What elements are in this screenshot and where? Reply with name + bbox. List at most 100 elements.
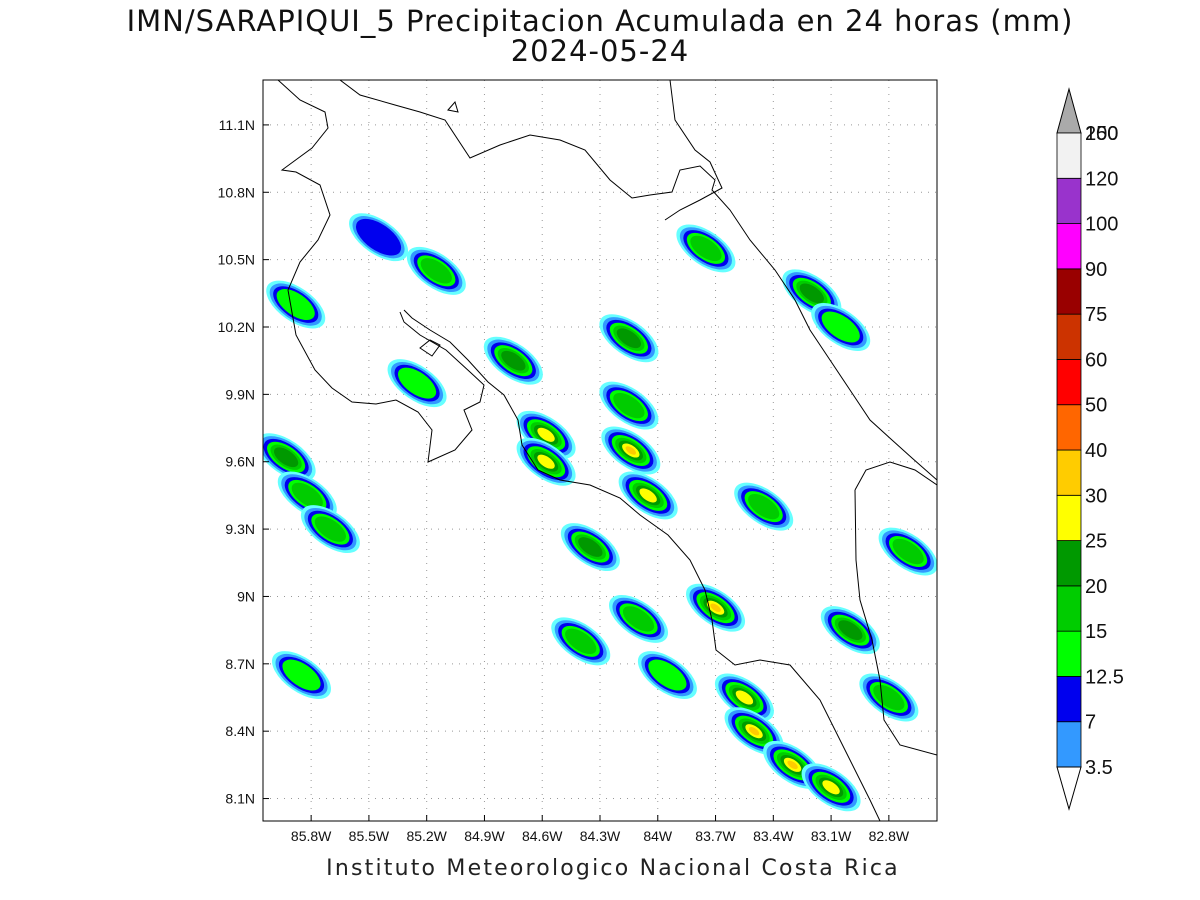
rain-cell [406, 246, 466, 295]
rain-cell [483, 336, 543, 385]
lat-tick-label: 9.9N [225, 386, 255, 402]
contour-ring [748, 493, 780, 520]
contour-ring [710, 603, 721, 612]
contour-ring [690, 235, 722, 262]
coastline-caribbean [339, 80, 937, 481]
rain-cell [676, 224, 736, 273]
contour-ring [565, 628, 597, 655]
legend-swatch [1056, 676, 1082, 723]
lat-tick-label: 9.3N [225, 521, 255, 537]
legend-swatch [1056, 494, 1082, 541]
lon-tick-label: 85.5W [349, 828, 390, 844]
contour-ring [578, 537, 603, 557]
lon-tick-label: 84.6W [522, 828, 563, 844]
contour-ring [639, 488, 657, 503]
legend-swatch [1056, 630, 1082, 677]
contour-ring [537, 454, 555, 469]
lon-tick-label: 85.8W [291, 828, 332, 844]
lon-tick-label: 84W [643, 828, 673, 844]
contour-ring [622, 606, 655, 632]
legend-label: 15 [1085, 621, 1107, 643]
rain-cell [618, 471, 678, 520]
lon-tick-label: 84.3W [580, 828, 621, 844]
border-nicaragua [664, 80, 723, 221]
lat-tick-label: 9N [237, 588, 255, 604]
contour-ring [821, 311, 860, 343]
legend-swatch [1056, 449, 1082, 496]
border-panama [854, 461, 937, 756]
legend-label: 30 [1085, 485, 1107, 507]
contour-ring [625, 446, 637, 455]
contour-ring [613, 392, 645, 419]
legend-label: 20 [1085, 576, 1107, 598]
rain-cell [637, 651, 697, 700]
rain-cell [609, 594, 669, 643]
legend-label: 120 [1085, 168, 1118, 190]
legend-top-arrow [1056, 87, 1082, 134]
legend-label: 60 [1085, 349, 1107, 371]
rain-cell [516, 437, 576, 486]
legend-swatch [1056, 313, 1082, 360]
lon-tick-label: 83.4W [753, 828, 794, 844]
legend-swatch [1056, 177, 1082, 224]
rain-cell [349, 213, 409, 262]
map-frame [262, 79, 938, 822]
inland-lake [419, 100, 459, 357]
lon-tick-label: 82.8W [869, 828, 910, 844]
coastline [277, 80, 937, 821]
rain-cell [686, 583, 746, 632]
contour-ring [799, 283, 824, 304]
grid-lines [263, 80, 937, 821]
lat-tick-label: 10.2N [218, 319, 255, 335]
legend-swatch [1056, 223, 1082, 270]
legend-label: 40 [1085, 440, 1107, 462]
lat-tick-label: 9.6N [225, 454, 255, 470]
lon-tick-label: 83.7W [695, 828, 736, 844]
legend-label: 90 [1085, 259, 1107, 281]
legend-label: 50 [1085, 395, 1107, 417]
rain-cell [801, 763, 861, 812]
rain-cell [859, 673, 919, 722]
legend-swatch [1056, 540, 1082, 587]
legend-swatch [1056, 268, 1082, 315]
legend-label: 100 [1085, 214, 1118, 236]
contour-ring [787, 760, 798, 770]
legend-label: 75 [1085, 304, 1107, 326]
lat-tick-label: 8.7N [225, 656, 255, 672]
map-subtitle: 2024-05-24 [510, 34, 690, 68]
lon-tick-label: 84.9W [464, 828, 505, 844]
coastline-nicoya-gulf [403, 309, 881, 821]
contour-ring [397, 367, 437, 399]
legend-label: 200 [1085, 123, 1118, 145]
lon-tick-label: 83.1W [811, 828, 852, 844]
lat-tick-label: 10.8N [218, 184, 255, 200]
rain-cell [266, 280, 326, 329]
contour-ring [355, 218, 402, 256]
rain-cell [714, 673, 774, 722]
contour-ring [616, 328, 642, 349]
rain-cell [300, 505, 360, 554]
coastline-pacific-north [277, 80, 485, 463]
legend-swatch [1056, 404, 1082, 451]
contour-ring [838, 620, 863, 641]
rain-cell [734, 482, 794, 531]
rain-cell [272, 651, 332, 700]
rain-cell [599, 314, 659, 363]
lat-tick-label: 11.1N [219, 117, 255, 133]
lat-tick-label: 10.5N [218, 252, 255, 268]
contour-ring [276, 289, 315, 321]
legend-swatch [1056, 585, 1082, 632]
precipitation-field [263, 213, 937, 812]
contour-ring [748, 726, 760, 736]
rain-cell [560, 523, 620, 572]
rain-cell [599, 381, 659, 430]
rain-cell [878, 527, 937, 576]
lat-tick-label: 8.4N [225, 723, 255, 739]
rain-cell [811, 303, 871, 351]
contour-ring [822, 780, 840, 795]
contour-ring [291, 482, 323, 509]
rain-cell [820, 606, 880, 655]
contour-ring [648, 659, 687, 691]
